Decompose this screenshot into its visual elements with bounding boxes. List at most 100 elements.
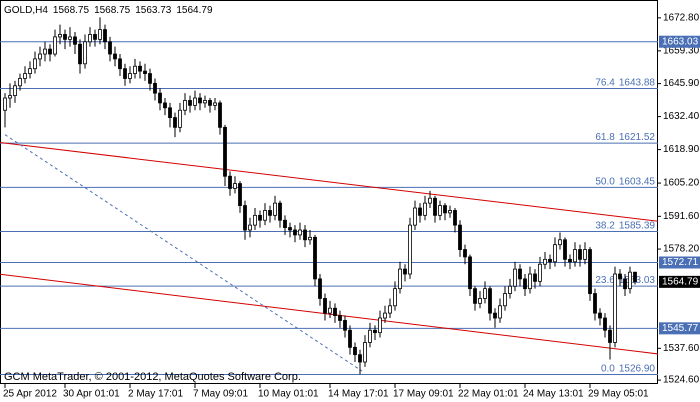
candle-body: [188, 100, 192, 106]
candle-body: [323, 298, 327, 314]
y-tick-label: 1632.40: [663, 111, 700, 122]
candle-body: [138, 65, 142, 72]
fibo-ratio: 61.8: [595, 132, 615, 143]
candle-body: [363, 342, 367, 363]
candle-body: [128, 73, 132, 79]
candle-body: [203, 100, 207, 104]
candle-body: [73, 36, 77, 45]
candle-body: [148, 73, 152, 84]
candle-body: [578, 249, 582, 260]
candle-body: [358, 354, 362, 363]
fibo-label: 76.4 1643.88: [595, 77, 655, 88]
candle-body: [173, 117, 177, 128]
header-price: 1568.75: [53, 5, 90, 16]
y-tick-label: 1524.60: [663, 375, 700, 386]
candle-body: [478, 298, 482, 304]
candle-body: [528, 273, 532, 290]
candle-body: [118, 58, 122, 70]
candle-body: [593, 293, 597, 314]
candle-body: [503, 293, 507, 307]
candle-body: [313, 236, 317, 280]
candle-body: [388, 305, 392, 314]
candle-body: [168, 107, 172, 118]
candle-body: [373, 329, 377, 334]
candle-body: [48, 48, 52, 55]
candle-body: [448, 210, 452, 214]
candle-body: [548, 258, 552, 263]
header-price: 1568.75: [94, 5, 131, 16]
candle-body: [383, 312, 387, 319]
candle-body: [303, 229, 307, 241]
x-tick-label: 10 May 01:01: [258, 389, 319, 400]
fibo-price: 1585.39: [619, 220, 656, 231]
fibo-label: 0.0 1526.90: [601, 363, 655, 374]
x-tick-label: 14 May 17:01: [328, 389, 389, 400]
candle-body: [338, 315, 342, 321]
fibo-price: 1603.45: [619, 176, 656, 187]
candle-body: [288, 227, 292, 231]
candle-body: [348, 329, 352, 348]
fibo-price: 1643.88: [619, 77, 656, 88]
candle-body: [628, 271, 632, 290]
candle-body: [368, 329, 372, 343]
candle-body: [413, 207, 417, 226]
candle-body: [13, 85, 17, 96]
fibo-ratio: 76.4: [595, 77, 615, 88]
y-tick-label: 1537.60: [663, 343, 700, 354]
price-tag-label: 1564.79: [662, 276, 699, 287]
candle-body: [253, 214, 257, 226]
trendline: [4, 134, 363, 372]
candle-body: [293, 229, 297, 236]
level-tag: [659, 256, 700, 269]
candle-body: [393, 288, 397, 307]
candle-body: [433, 197, 437, 216]
candle-body: [123, 68, 127, 79]
candle-body: [283, 219, 287, 228]
fibo-label: 38.2 1585.39: [595, 220, 655, 231]
candle-body: [88, 34, 92, 43]
candle-body: [208, 100, 212, 106]
candle-body: [273, 202, 277, 216]
candle-body: [268, 210, 272, 216]
candle-body: [163, 102, 167, 109]
candle-body: [378, 317, 382, 334]
candle-body: [508, 285, 512, 294]
candle-body: [618, 273, 622, 280]
candle-body: [98, 29, 102, 40]
candle-body: [298, 229, 302, 236]
candle-body: [398, 268, 402, 290]
candle-body: [58, 34, 62, 38]
candle-body: [3, 97, 7, 111]
x-tick-label: 7 May 09:01: [193, 389, 248, 400]
candle-body: [423, 202, 427, 216]
candle-body: [598, 312, 602, 319]
candle-body: [468, 256, 472, 290]
candle-body: [563, 239, 567, 260]
candle-body: [248, 224, 252, 231]
candle-body: [43, 48, 47, 55]
candle-body: [523, 278, 527, 290]
candle-body: [458, 224, 462, 250]
candle-body: [278, 202, 282, 221]
candle-body: [68, 36, 72, 40]
candle-body: [463, 249, 467, 258]
candle-body: [83, 41, 87, 65]
candle-body: [113, 53, 117, 60]
header-price: 1564.79: [176, 5, 213, 16]
y-tick-label: 1578.20: [663, 244, 700, 255]
fibo-ratio: 0.0: [601, 363, 615, 374]
candle-body: [228, 175, 232, 189]
price-tag: [659, 275, 700, 288]
candle-body: [488, 288, 492, 314]
fibo-ratio: 38.2: [595, 220, 615, 231]
candle-body: [103, 29, 107, 43]
candle-body: [143, 70, 147, 74]
candle-body: [53, 36, 57, 55]
candle-body: [498, 305, 502, 319]
x-tick-label: 30 Apr 01:01: [63, 389, 120, 400]
candle-body: [408, 224, 412, 275]
candle-body: [443, 205, 447, 214]
candle-body: [63, 34, 67, 40]
candle-body: [568, 258, 572, 263]
